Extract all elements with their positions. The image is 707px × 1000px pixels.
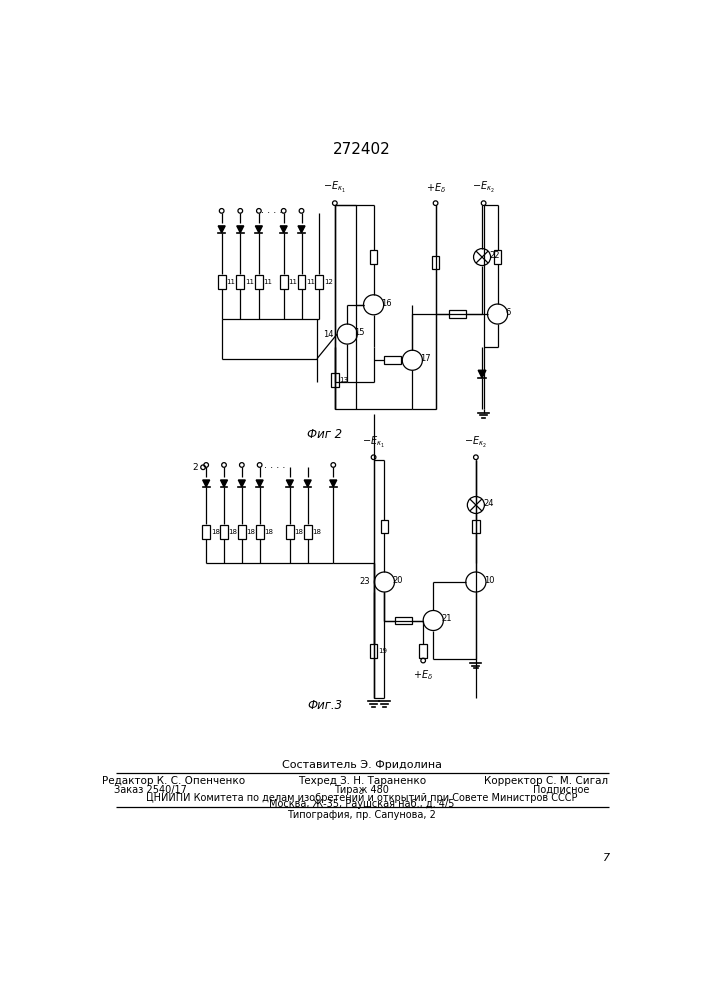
- Text: 18: 18: [228, 529, 238, 535]
- Text: $+E_\delta$: $+E_\delta$: [426, 182, 445, 195]
- Text: 7: 7: [602, 853, 609, 863]
- Text: $-E_{\kappa_1}$: $-E_{\kappa_1}$: [362, 435, 385, 450]
- Bar: [298, 275, 305, 289]
- Bar: [286, 525, 293, 539]
- Polygon shape: [221, 480, 228, 487]
- Bar: [315, 275, 323, 289]
- Bar: [256, 525, 264, 539]
- Polygon shape: [255, 226, 262, 233]
- Text: 272402: 272402: [333, 142, 391, 157]
- Bar: [218, 275, 226, 289]
- Text: Типография, пр. Сапунова, 2: Типография, пр. Сапунова, 2: [288, 810, 436, 820]
- Polygon shape: [298, 226, 305, 233]
- Text: Москва, Ж-35, Раушская наб., д. 4/5: Москва, Ж-35, Раушская наб., д. 4/5: [269, 799, 455, 809]
- Polygon shape: [329, 480, 337, 487]
- Text: 23: 23: [360, 578, 370, 586]
- Text: 18: 18: [247, 529, 255, 535]
- Bar: [220, 525, 228, 539]
- Text: 6: 6: [506, 308, 510, 317]
- Text: 2: 2: [192, 463, 198, 472]
- Text: 10: 10: [484, 576, 494, 585]
- Text: Подписное: Подписное: [533, 785, 590, 795]
- Bar: [419, 644, 427, 658]
- Text: 18: 18: [295, 529, 303, 535]
- Bar: [331, 373, 339, 387]
- Bar: [449, 310, 466, 318]
- Text: 11: 11: [226, 279, 235, 285]
- Bar: [236, 275, 244, 289]
- Text: 15: 15: [354, 328, 365, 337]
- Polygon shape: [478, 370, 486, 378]
- Text: 19: 19: [378, 648, 387, 654]
- Polygon shape: [238, 480, 245, 487]
- Text: 21: 21: [441, 614, 452, 623]
- Text: 24: 24: [484, 499, 494, 508]
- Text: 20: 20: [392, 576, 403, 585]
- Polygon shape: [218, 226, 225, 233]
- Polygon shape: [286, 480, 293, 487]
- Text: $-E_{\kappa_2}$: $-E_{\kappa_2}$: [472, 180, 495, 195]
- Text: 11: 11: [245, 279, 254, 285]
- Text: 14: 14: [323, 330, 333, 339]
- Bar: [380, 520, 388, 533]
- Text: 17: 17: [420, 354, 431, 363]
- Polygon shape: [203, 480, 210, 487]
- Bar: [432, 256, 440, 269]
- Text: 16: 16: [381, 299, 392, 308]
- Text: 18: 18: [264, 529, 274, 535]
- Bar: [384, 356, 401, 364]
- Text: Тираж 480: Тираж 480: [334, 785, 390, 795]
- Text: Фиг 2: Фиг 2: [307, 428, 342, 441]
- Bar: [202, 525, 210, 539]
- Text: Фиг.3: Фиг.3: [307, 699, 342, 712]
- Bar: [304, 525, 312, 539]
- Bar: [395, 617, 412, 624]
- Text: ЦНИИПИ Комитета по делам изобретений и открытий при Совете Министров СССР: ЦНИИПИ Комитета по делам изобретений и о…: [146, 793, 578, 803]
- Bar: [493, 250, 501, 264]
- Text: $-E_{\kappa_1}$: $-E_{\kappa_1}$: [323, 180, 346, 195]
- Text: 12: 12: [324, 279, 333, 285]
- Bar: [370, 644, 378, 658]
- Polygon shape: [256, 480, 263, 487]
- Text: 18: 18: [312, 529, 322, 535]
- Text: 13: 13: [339, 377, 349, 383]
- Text: Редактор К. С. Опенченко: Редактор К. С. Опенченко: [102, 776, 245, 786]
- Text: 22: 22: [490, 251, 501, 260]
- Polygon shape: [280, 226, 287, 233]
- Polygon shape: [237, 226, 244, 233]
- Polygon shape: [304, 480, 311, 487]
- Text: 11: 11: [288, 279, 298, 285]
- Bar: [280, 275, 288, 289]
- Text: · · · ·: · · · ·: [264, 463, 285, 473]
- Bar: [472, 520, 480, 533]
- Bar: [370, 250, 378, 264]
- Bar: [238, 525, 246, 539]
- Text: Корректор С. М. Сигал: Корректор С. М. Сигал: [484, 776, 608, 786]
- Text: Заказ 2540/17: Заказ 2540/17: [114, 785, 187, 795]
- Text: Составитель Э. Фридолина: Составитель Э. Фридолина: [282, 760, 442, 770]
- Text: 11: 11: [306, 279, 315, 285]
- Text: 18: 18: [211, 529, 220, 535]
- Text: · · · ·: · · · ·: [261, 208, 282, 218]
- Text: Техред З. Н. Тараненко: Техред З. Н. Тараненко: [298, 776, 426, 786]
- Text: $-E_{\kappa_2}$: $-E_{\kappa_2}$: [464, 435, 487, 450]
- Text: $+E_\delta$: $+E_\delta$: [413, 668, 433, 682]
- Bar: [255, 275, 263, 289]
- Text: 11: 11: [264, 279, 272, 285]
